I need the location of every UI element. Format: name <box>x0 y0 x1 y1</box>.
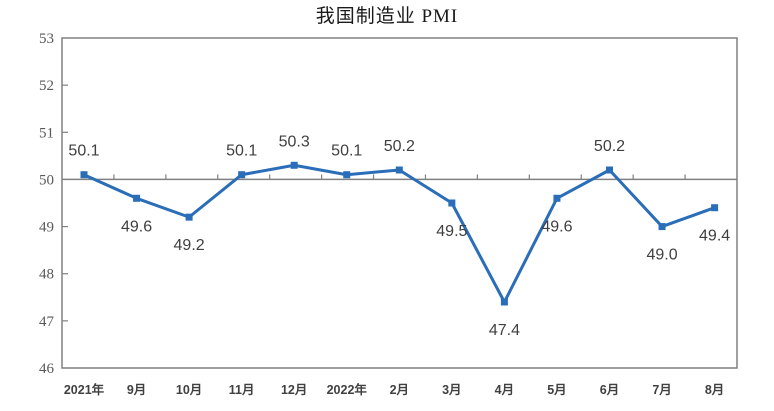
data-point-label: 49.2 <box>174 237 205 254</box>
data-point-label: 50.1 <box>331 143 362 160</box>
data-point-marker <box>80 171 88 179</box>
x-axis-label: 9月 <box>127 383 146 397</box>
y-axis-label: 47 <box>39 314 55 330</box>
data-point-label: 49.0 <box>646 247 677 264</box>
data-point-label: 50.1 <box>68 143 99 160</box>
x-axis-label: 2月 <box>390 383 409 397</box>
x-axis-label: 7月 <box>652 383 671 397</box>
data-point-marker <box>343 171 351 179</box>
y-axis-label: 46 <box>39 361 55 377</box>
pmi-series-line <box>83 163 716 304</box>
data-point-marker <box>606 166 613 174</box>
y-axis-label: 49 <box>39 220 54 236</box>
data-point-marker <box>395 166 403 174</box>
data-point-marker <box>711 204 719 212</box>
data-point-marker <box>290 161 298 169</box>
x-axis-label: 2021年 <box>64 382 105 397</box>
x-axis-label: 3月 <box>442 383 461 397</box>
data-point-label: 49.6 <box>541 218 572 235</box>
x-axis-label: 2022年 <box>327 382 368 397</box>
data-point-marker <box>500 298 508 306</box>
data-point-label: 49.5 <box>436 223 467 240</box>
data-point-marker <box>658 223 666 231</box>
y-axis-label: 51 <box>39 125 54 141</box>
data-point-marker <box>448 199 456 207</box>
y-axis-label: 52 <box>39 78 54 94</box>
x-axis-label: 12月 <box>281 383 307 397</box>
data-point-marker <box>553 194 561 202</box>
x-axis-label: 5月 <box>547 383 566 397</box>
data-point-label: 47.4 <box>489 322 520 339</box>
x-axis-label: 4月 <box>495 383 514 397</box>
x-axis-label: 11月 <box>229 383 255 397</box>
data-point-label: 50.1 <box>226 143 257 160</box>
plot-border <box>61 37 738 369</box>
x-axis-label: 10月 <box>176 383 202 397</box>
y-axis-label: 50 <box>39 172 54 188</box>
x-axis-label: 6月 <box>600 383 619 397</box>
chart-title: 我国制造业 PMI <box>315 6 459 27</box>
data-point-marker <box>185 213 193 221</box>
data-point-label: 49.4 <box>699 228 730 245</box>
data-point-marker <box>133 194 141 202</box>
y-axis-label: 48 <box>39 267 54 283</box>
x-axis-label: 8月 <box>705 383 724 397</box>
data-point-label: 49.6 <box>121 218 152 235</box>
y-axis-label: 53 <box>39 31 54 47</box>
data-point-label: 50.2 <box>594 138 625 155</box>
data-point-label: 50.2 <box>384 138 415 155</box>
data-point-marker <box>238 171 246 179</box>
data-point-label: 50.3 <box>279 133 310 150</box>
